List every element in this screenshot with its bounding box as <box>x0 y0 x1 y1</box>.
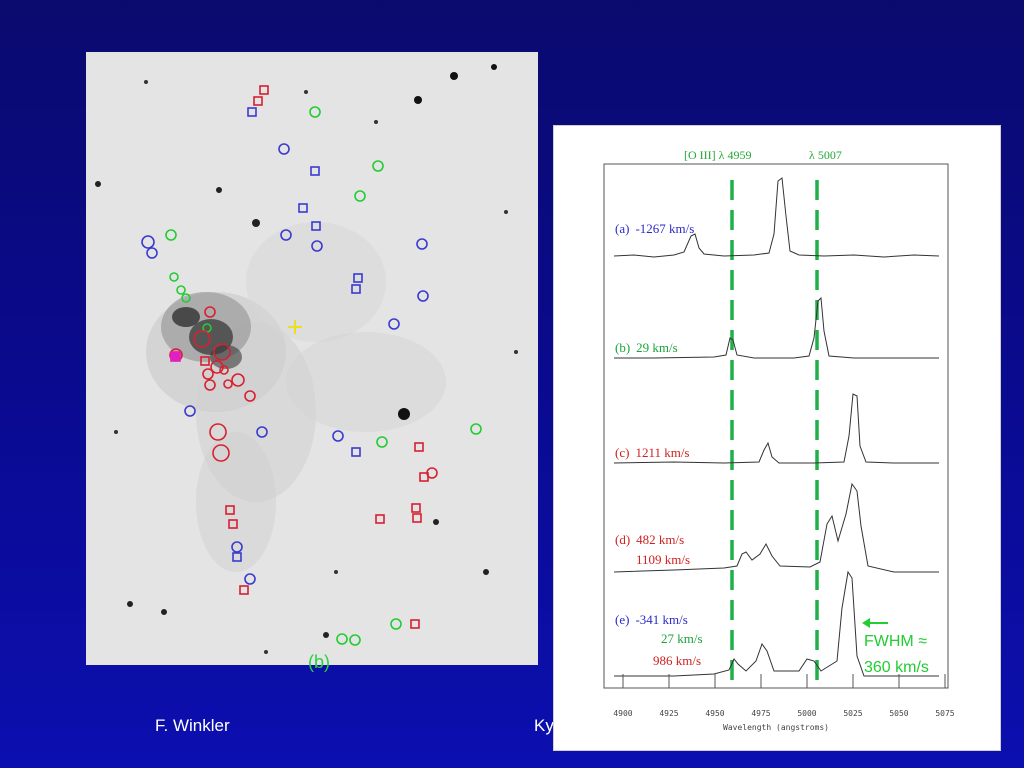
spectra-plot: [O III] λ 4959 λ 5007 (a) -1267 km/s (b) 2… <box>603 148 955 732</box>
fwhm-annotation: FWHM ≈ 360 km/s <box>862 618 929 676</box>
nebula-image <box>86 52 538 665</box>
fwhm-label-line2: 360 km/s <box>864 659 929 676</box>
plot-frame <box>603 163 949 689</box>
x-axis-ticks <box>622 674 946 688</box>
spectrum-traces <box>613 177 940 677</box>
spectrum-d <box>613 482 939 573</box>
spectrum-e <box>614 570 939 677</box>
fwhm-label-line1: FWHM ≈ <box>864 633 927 650</box>
row-e-label-3: 986 km/s <box>653 653 701 668</box>
spectrum-a <box>613 177 940 258</box>
credit-left: F. Winkler <box>155 716 230 735</box>
red-markers <box>169 85 438 629</box>
x-tick-label: 4975 <box>751 709 770 718</box>
image-panel-label: (b) <box>308 652 330 672</box>
x-tick-label: 5050 <box>889 709 908 718</box>
x-axis-label: Wavelength (angstroms) <box>723 723 829 732</box>
row-d-label-2: 1109 km/s <box>636 552 690 567</box>
spectra-panel: [O III] λ 4959 λ 5007 (a) -1267 km/s (b) 2… <box>554 126 1000 750</box>
x-tick-label: 4925 <box>659 709 678 718</box>
x-axis-tick-labels: 4900 4925 4950 4975 5000 5025 5050 5075 <box>613 709 954 718</box>
x-tick-label: 5025 <box>843 709 862 718</box>
x-tick-label: 4900 <box>613 709 632 718</box>
x-tick-label: 5075 <box>935 709 954 718</box>
x-tick-label: 5000 <box>797 709 816 718</box>
blue-markers <box>141 107 429 585</box>
row-labels: (a) -1267 km/s (b) 29 km/s (c) 1211 km/s (d… <box>615 221 703 668</box>
green-markers <box>165 106 482 646</box>
fwhm-arrowhead-icon <box>862 618 870 628</box>
oiii-4959-label: [O III] λ 4959 <box>684 148 751 162</box>
spectrum-b <box>614 296 939 359</box>
row-e-label: (e) -341 km/s <box>615 612 688 627</box>
row-e-label-2: 27 km/s <box>661 631 703 646</box>
row-c-label: (c) 1211 km/s <box>615 445 690 460</box>
spectrum-c <box>613 393 939 464</box>
knot-markers <box>141 85 482 646</box>
row-b-label: (b) 29 km/s <box>615 340 678 355</box>
nebula-image-svg <box>86 52 538 665</box>
row-a-label: (a) -1267 km/s <box>615 221 694 236</box>
row-d-label: (d) 482 km/s <box>615 532 684 547</box>
center-cross-icon <box>288 320 302 334</box>
credit-right: Ky <box>534 716 554 735</box>
magenta-marker <box>170 351 181 362</box>
x-tick-label: 4950 <box>705 709 724 718</box>
oiii-5007-label: λ 5007 <box>809 148 842 162</box>
